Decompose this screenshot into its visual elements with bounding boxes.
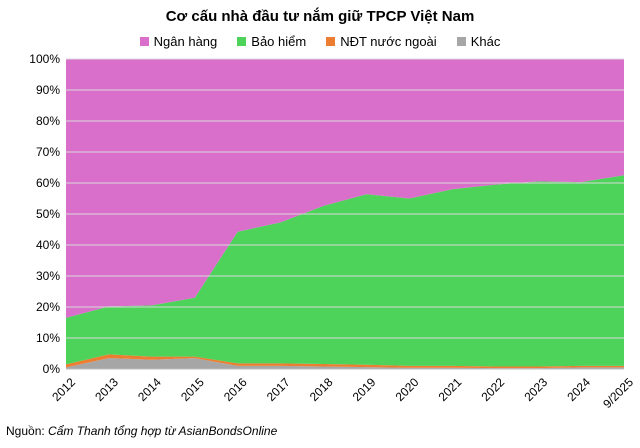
y-tick-label: 100% bbox=[29, 52, 60, 66]
x-tick-label: 2017 bbox=[264, 375, 293, 404]
y-tick-label: 90% bbox=[36, 83, 60, 97]
x-tick-label: 9/2025 bbox=[600, 375, 636, 411]
x-tick-label: 2020 bbox=[393, 375, 422, 404]
x-tick-label: 2015 bbox=[178, 375, 207, 404]
source-note: Nguồn: Cẩm Thanh tổng hợp từ AsianBondsO… bbox=[6, 424, 277, 438]
y-tick-label: 20% bbox=[36, 300, 60, 314]
x-tick-label: 2013 bbox=[92, 375, 121, 404]
area-series-ndt-nuoc-ngoai bbox=[66, 354, 624, 369]
legend-swatch-khac bbox=[456, 37, 466, 46]
legend-label-khac: Khác bbox=[470, 34, 501, 49]
area-series-ngan-hang bbox=[66, 59, 624, 318]
y-tick-label: 0% bbox=[43, 362, 61, 376]
legend-label-ngan-hang: Ngân hàng bbox=[153, 34, 218, 49]
x-tick-label: 2019 bbox=[350, 375, 379, 404]
y-tick-label: 80% bbox=[36, 114, 60, 128]
x-tick-label: 2021 bbox=[436, 375, 465, 404]
y-tick-label: 30% bbox=[36, 269, 60, 283]
x-tick-label: 2022 bbox=[479, 375, 508, 404]
x-tick-label: 2018 bbox=[307, 375, 336, 404]
x-tick-label: 2023 bbox=[521, 375, 550, 404]
legend-swatch-ngan-hang bbox=[139, 37, 149, 46]
source-prefix: Nguồn: bbox=[6, 424, 49, 438]
x-tick-label: 2024 bbox=[564, 375, 593, 404]
source-text: Cẩm Thanh tổng hợp từ AsianBondsOnline bbox=[48, 424, 278, 438]
legend-item-bao-hiem: Bảo hiểm bbox=[237, 34, 306, 49]
chart-legend: Ngân hàng Bảo hiểm NĐT nước ngoài Khác bbox=[0, 34, 640, 49]
x-tick-label: 2016 bbox=[221, 375, 250, 404]
legend-swatch-bao-hiem bbox=[237, 37, 247, 46]
x-tick-label: 2012 bbox=[49, 375, 78, 404]
legend-swatch-ndt-nuoc-ngoai bbox=[326, 37, 336, 46]
legend-item-ngan-hang: Ngân hàng bbox=[139, 34, 218, 49]
y-tick-label: 70% bbox=[36, 145, 60, 159]
area-series-bao-hiem bbox=[66, 175, 624, 367]
chart-title: Cơ cấu nhà đầu tư nắm giữ TPCP Việt Nam bbox=[165, 8, 475, 25]
y-tick-label: 10% bbox=[36, 331, 60, 345]
legend-label-bao-hiem: Bảo hiểm bbox=[251, 34, 307, 49]
legend-item-ndt-nuoc-ngoai: NĐT nước ngoài bbox=[326, 34, 437, 49]
y-tick-label: 60% bbox=[36, 176, 60, 190]
y-tick-label: 40% bbox=[36, 238, 60, 252]
y-tick-label: 50% bbox=[36, 207, 60, 221]
area-series-khac bbox=[66, 358, 624, 369]
x-tick-label: 2014 bbox=[135, 375, 164, 404]
legend-item-khac: Khác bbox=[456, 34, 501, 49]
legend-label-ndt-nuoc-ngoai: NĐT nước ngoài bbox=[340, 34, 437, 49]
